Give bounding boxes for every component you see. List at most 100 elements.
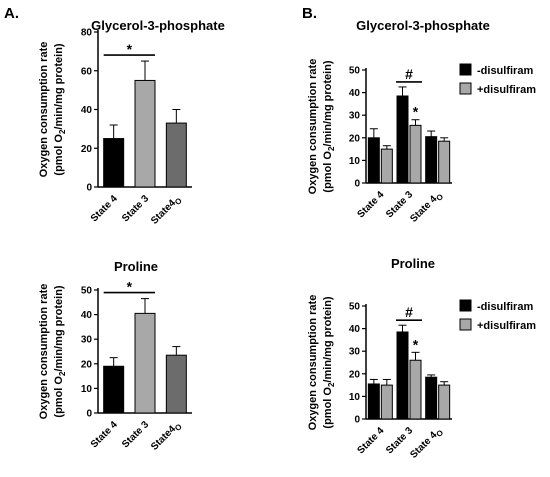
hash-mark: # — [405, 66, 413, 82]
bar — [425, 376, 438, 420]
y-axis-units-pre: (pmol O — [53, 376, 65, 418]
chart-b-glycerol: Glycerol-3-phosphate Oxygen consumption r… — [307, 18, 536, 226]
chart-title: Proline — [114, 259, 158, 274]
y-tick-label: 0 — [354, 179, 360, 190]
x-tick-label-main: State 4 — [89, 419, 120, 450]
x-tick-label: State 4 — [89, 419, 120, 450]
y-axis-units-sub: 2 — [327, 382, 336, 387]
legend-swatch — [459, 299, 472, 312]
y-tick-label: 40 — [349, 324, 361, 335]
bar — [380, 384, 393, 420]
legend-swatch — [459, 63, 472, 76]
y-tick-label: 40 — [81, 105, 93, 116]
bar — [438, 384, 451, 420]
legend-swatch — [459, 318, 472, 331]
y-tick-label: 60 — [81, 66, 93, 77]
y-axis-units-pre: (pmol O — [53, 134, 65, 176]
y-axis-units-sub: 2 — [58, 129, 67, 134]
bar — [165, 122, 187, 188]
panel-letter-a: A. — [4, 5, 19, 22]
x-tick-label-main: State 4 — [89, 193, 120, 224]
y-axis-label: Oxygen consumption rate — [307, 295, 319, 431]
chart-title: Glycerol-3-phosphate — [356, 18, 490, 33]
bar — [409, 124, 422, 184]
hash-mark: # — [405, 304, 413, 320]
y-axis-label: Oxygen consumption rate — [38, 284, 50, 420]
x-tick-label-sub: O — [434, 428, 445, 439]
y-tick-label: 20 — [81, 359, 93, 370]
x-tick-label: State 3 — [120, 419, 151, 450]
x-tick-label-sub: O — [173, 196, 184, 207]
bar — [134, 79, 156, 188]
legend-label: +disulfiram — [477, 84, 536, 96]
significance-star: * — [127, 279, 133, 295]
x-tick-label: State4O — [149, 419, 184, 454]
x-tick-label-sub: O — [173, 422, 184, 433]
y-axis-units-post: /min/mg protein) — [322, 296, 334, 383]
x-tick-label-main: State 3 — [120, 193, 151, 224]
y-tick-label: 0 — [86, 183, 92, 194]
y-axis-label-units: (pmol O2/min/mg protein) — [322, 60, 336, 193]
y-tick-label: 0 — [86, 409, 92, 420]
x-tick-label: State4O — [149, 193, 184, 228]
y-axis-units-post: /min/mg protein) — [53, 43, 65, 130]
bar — [165, 354, 187, 414]
bar — [134, 312, 156, 414]
chart-a-proline: Proline Oxygen consumption rate (pmol O2/m… — [38, 259, 192, 454]
panel-letter-b: B. — [302, 5, 317, 22]
significance-star: * — [413, 104, 419, 120]
y-tick-label: 0 — [354, 415, 360, 426]
legend-label: -disulfiram — [477, 65, 533, 77]
y-axis-units-sub: 2 — [58, 371, 67, 376]
x-tick-label: State 4 — [355, 189, 386, 220]
y-tick-label: 80 — [81, 28, 93, 39]
y-axis-units-post: /min/mg protein) — [53, 285, 65, 372]
bar — [438, 140, 451, 184]
y-tick-label: 20 — [349, 369, 361, 380]
y-tick-label: 10 — [349, 392, 361, 403]
y-tick-label: 20 — [349, 133, 361, 144]
bar — [396, 331, 409, 420]
y-axis-units-sub: 2 — [327, 146, 336, 151]
bar — [103, 138, 125, 188]
bar — [380, 148, 393, 184]
chart-title: Glycerol-3-phosphate — [91, 18, 225, 33]
y-axis-label-units: (pmol O2/min/mg protein) — [322, 296, 336, 429]
bar — [103, 365, 125, 414]
y-tick-label: 40 — [81, 310, 93, 321]
bar — [396, 95, 409, 184]
legend-swatch — [459, 82, 472, 95]
x-tick-label: State 4O — [408, 425, 445, 462]
y-tick-label: 50 — [349, 302, 361, 313]
y-tick-label: 10 — [81, 384, 93, 395]
y-axis-units-post: /min/mg protein) — [322, 60, 334, 147]
y-axis-label: Oxygen consumption rate — [38, 42, 50, 178]
x-tick-label-main: State 3 — [120, 419, 151, 450]
y-axis-units-pre: (pmol O — [322, 151, 334, 193]
bar — [409, 359, 422, 420]
x-tick-label: State 4 — [89, 193, 120, 224]
x-tick-label-sub: O — [434, 192, 445, 203]
y-tick-label: 40 — [349, 88, 361, 99]
x-tick-label: State 4O — [408, 189, 445, 226]
significance-star: * — [127, 41, 133, 57]
x-tick-label: State 3 — [120, 193, 151, 224]
x-tick-label-main: State 4 — [355, 425, 386, 456]
y-tick-label: 50 — [349, 66, 361, 77]
x-tick-label: State 4 — [355, 425, 386, 456]
y-tick-label: 30 — [349, 111, 361, 122]
legend-label: -disulfiram — [477, 301, 533, 313]
legend-label: +disulfiram — [477, 320, 536, 332]
significance-star: * — [413, 336, 419, 352]
y-tick-label: 30 — [349, 347, 361, 358]
chart-a-glycerol: Glycerol-3-phosphate Oxygen consumption r… — [38, 18, 225, 228]
y-axis-label: Oxygen consumption rate — [307, 59, 319, 195]
y-tick-label: 50 — [81, 286, 93, 297]
x-tick-label-main: State 4 — [355, 189, 386, 220]
bar — [367, 383, 380, 420]
y-axis-label-units: (pmol O2/min/mg protein) — [53, 285, 67, 418]
bar — [367, 137, 380, 184]
y-tick-label: 20 — [81, 144, 93, 155]
y-axis-label-units: (pmol O2/min/mg protein) — [53, 43, 67, 176]
